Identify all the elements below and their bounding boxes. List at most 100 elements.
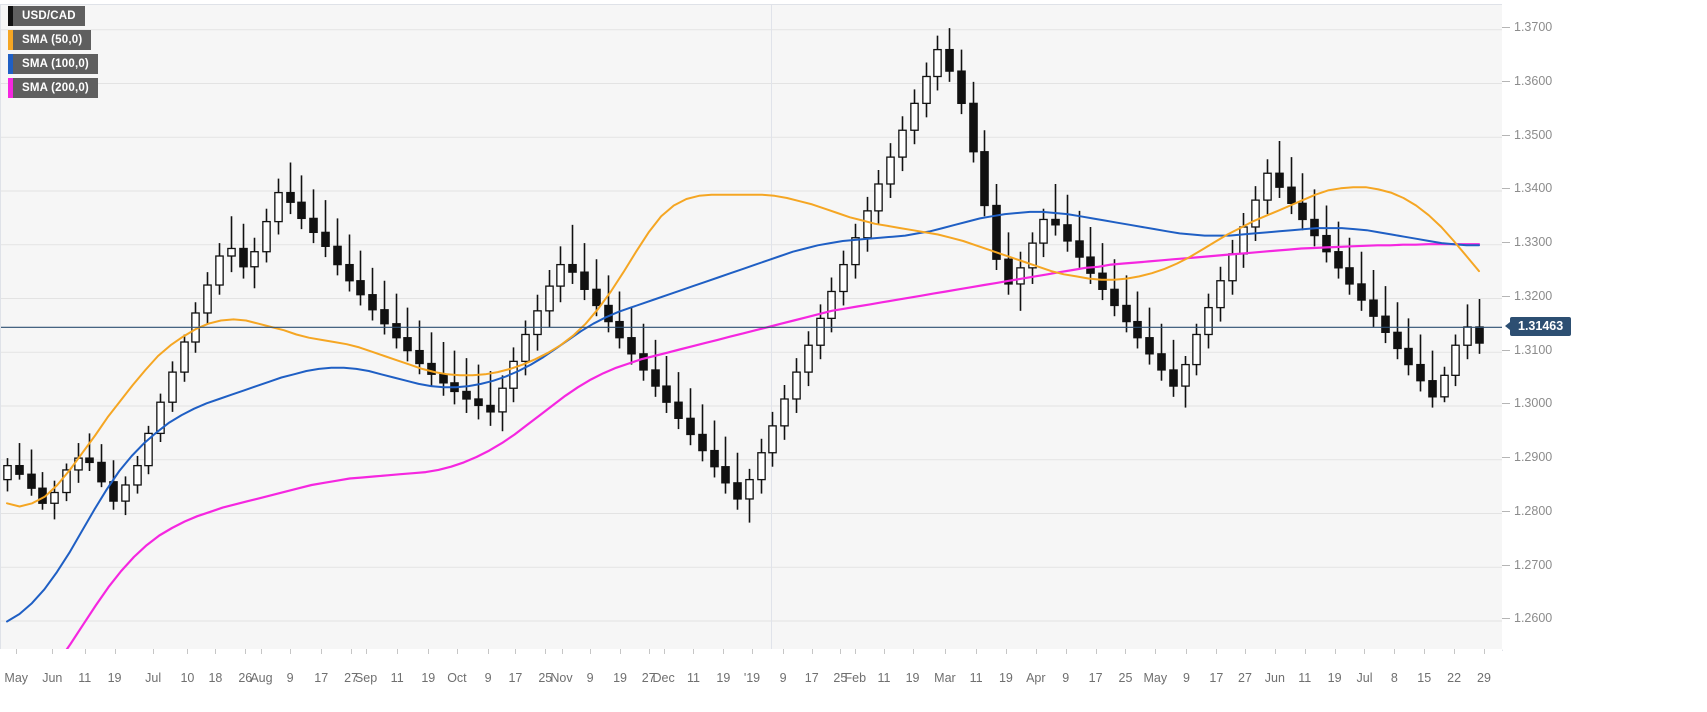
tick-dash-icon: [1502, 564, 1510, 566]
grid-lines: [1, 29, 1503, 622]
legend-label-sma-200: SMA (200,0): [13, 78, 98, 98]
time-axis-tick-mark: [1035, 649, 1037, 654]
time-axis-tick-mark: [245, 649, 247, 654]
time-axis-tick-label: 22: [1447, 671, 1462, 685]
time-axis-tick-label: Jun: [1264, 671, 1285, 685]
time-axis[interactable]: May Jun 11 19 Jul 10 18 26 Aug 9 17 27 Sep 11 19 Oct 9 17…: [0, 649, 1502, 712]
time-axis-tick-mark: [1274, 649, 1276, 654]
time-axis-tick-mark: [1364, 649, 1366, 654]
time-axis-tick-mark: [811, 649, 813, 654]
time-axis-tick-label: 17: [1209, 671, 1224, 685]
time-axis-tick-mark: [515, 649, 517, 654]
time-axis-tick-label: Jul: [145, 671, 162, 685]
time-axis-tick-mark: [1005, 649, 1007, 654]
time-axis-tick-label: 19: [421, 671, 436, 685]
tick-dash-icon: [1502, 134, 1510, 136]
time-axis-tick-label: 19: [613, 671, 627, 685]
time-axis-tick-label: 9: [1062, 671, 1070, 685]
time-axis-tick-label: 17: [314, 671, 329, 685]
time-axis-tick-label: 19: [998, 671, 1013, 685]
time-axis-tick-mark: [561, 649, 563, 654]
sma-100-color-swatch: [8, 54, 13, 74]
price-axis-tick-label: 1.2900: [1514, 450, 1553, 465]
time-axis-tick-label: 19: [1327, 671, 1342, 685]
time-axis-tick-label: Nov: [550, 671, 573, 685]
price-axis-tick-label: 1.3500: [1514, 127, 1553, 142]
price-axis-tick-label: 1.3600: [1514, 73, 1553, 88]
price-axis-tick-label: 1.2800: [1514, 503, 1553, 518]
time-axis-tick-mark: [944, 649, 946, 654]
sma-50-color-swatch: [8, 30, 13, 50]
tick-dash-icon: [1502, 295, 1510, 297]
legend-item-price[interactable]: USD/CAD: [8, 6, 98, 26]
price-axis[interactable]: 1.3700 1.3600 1.3500 1.3400 1.3300 1.3200 1.31…: [1502, 4, 1707, 649]
time-axis-tick-label: 25: [538, 671, 553, 685]
price-axis-tick: 1.3600: [1502, 74, 1552, 88]
time-axis-tick-label: 17: [1088, 671, 1103, 685]
time-axis-tick-mark: [751, 649, 753, 654]
time-axis-tick-mark: [114, 649, 116, 654]
tick-dash-icon: [1502, 349, 1510, 351]
legend-item-sma-200[interactable]: SMA (200,0): [8, 78, 98, 98]
time-axis-tick-label: 11: [390, 671, 404, 685]
time-axis-tick-mark: [1244, 649, 1246, 654]
time-axis-tick-mark: [153, 649, 155, 654]
time-axis-tick-label: May: [4, 671, 29, 685]
sma-100-line: [6, 210, 1480, 623]
time-axis-tick-label: 26: [238, 671, 253, 685]
time-axis-tick-mark: [261, 649, 263, 654]
candlestick-series: [3, 28, 1484, 523]
price-axis-tick: 1.2700: [1502, 558, 1552, 572]
chart-canvas: [1, 5, 1503, 650]
legend-item-sma-100[interactable]: SMA (100,0): [8, 54, 98, 74]
time-axis-tick-mark: [397, 649, 399, 654]
time-axis-tick-mark: [1304, 649, 1306, 654]
time-axis-tick-label: Dec: [652, 671, 675, 685]
time-axis-tick-label: 9: [1182, 671, 1190, 685]
sma-50-line: [6, 186, 1480, 508]
time-axis-tick-label: 11: [78, 671, 92, 685]
price-axis-tick: 1.3000: [1502, 396, 1552, 410]
price-axis-tick: 1.3400: [1502, 181, 1552, 195]
time-axis-tick-label: 15: [1417, 671, 1432, 685]
time-axis-tick-mark: [488, 649, 490, 654]
tick-dash-icon: [1502, 27, 1510, 29]
tick-dash-icon: [1502, 80, 1510, 82]
time-axis-tick-label: 9: [779, 671, 787, 685]
time-axis-tick-mark: [456, 649, 458, 654]
time-axis-tick-label: 18: [208, 671, 223, 685]
tick-dash-icon: [1502, 188, 1510, 190]
time-axis-tick-mark: [187, 649, 189, 654]
time-axis-tick-mark: [723, 649, 725, 654]
price-axis-tick-label: 1.2700: [1514, 557, 1553, 572]
tick-dash-icon: [1502, 510, 1510, 512]
price-axis-tick: 1.3200: [1502, 289, 1552, 303]
time-axis-tick-label: 27: [344, 671, 359, 685]
time-axis-tick-label: 9: [286, 671, 294, 685]
time-axis-tick-label: Aug: [250, 671, 273, 685]
time-axis-tick-label: Oct: [447, 671, 467, 685]
time-axis-tick-label: 19: [107, 671, 122, 685]
time-axis-tick-label: Sep: [354, 671, 378, 685]
legend-label-sma-50: SMA (50,0): [13, 30, 92, 50]
time-axis-tick-mark: [1484, 649, 1485, 654]
time-axis-tick-label: May: [1143, 671, 1168, 685]
chart-legend: USD/CAD SMA (50,0) SMA (100,0) SMA (200,…: [8, 6, 98, 102]
time-axis-tick-mark: [1155, 649, 1157, 654]
time-axis-tick-mark: [976, 649, 978, 654]
price-axis-tick: 1.2600: [1502, 611, 1552, 625]
time-axis-tick-label: Jul: [1356, 671, 1373, 685]
badge-arrow-icon: [1505, 322, 1510, 331]
price-axis-tick-label: 1.3400: [1514, 181, 1553, 196]
chart-plot-area[interactable]: [0, 4, 1503, 651]
time-axis-tick-mark: [648, 649, 650, 654]
time-axis-tick-mark: [912, 649, 914, 654]
time-axis-tick-mark: [693, 649, 695, 654]
time-axis-tick-label: Apr: [1026, 671, 1046, 685]
time-axis-tick-label: 10: [180, 671, 195, 685]
time-axis-tick-mark: [783, 649, 785, 654]
tick-dash-icon: [1502, 403, 1510, 405]
legend-item-sma-50[interactable]: SMA (50,0): [8, 30, 98, 50]
legend-label-sma-100: SMA (100,0): [13, 54, 98, 74]
time-axis-tick-label: 9: [586, 671, 594, 685]
